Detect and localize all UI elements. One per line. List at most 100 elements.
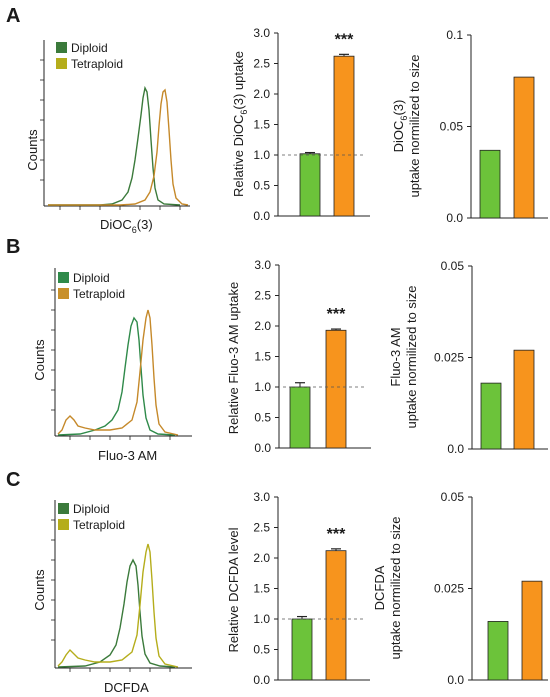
bar-tetraploid	[513, 76, 535, 219]
bar-diploid	[479, 149, 501, 219]
legend-tetraploid-swatch-c	[58, 519, 69, 530]
normalized-c-ylabel-line2: uptake normilized to size	[388, 516, 403, 659]
legend-diploid-label-a: Diploid	[71, 41, 108, 55]
panel-letter-c: C	[6, 469, 20, 491]
relative-b-tick-label: 0.0	[254, 441, 271, 455]
relative-a-bars: ***	[282, 31, 366, 217]
bar-tetraploid	[333, 55, 355, 217]
significance-marker: ***	[327, 526, 346, 543]
normalized-b-tick-label: 0.05	[441, 259, 465, 273]
relative-b-ylabel: Relative Fluo-3 AM uptake	[226, 282, 241, 434]
legend-tetraploid-label-c: Tetraploid	[73, 518, 125, 532]
normalized-a-tick-label: 0.0	[446, 211, 463, 225]
relative-a-tick-label: 2.0	[253, 87, 270, 101]
histogram-b-tetraploid-curve	[57, 309, 179, 436]
normalized-b-ylabel-line2: uptake normilized to size	[404, 285, 419, 428]
relative-b-tick-label: 0.5	[254, 411, 271, 425]
normalized-a-tick-label: 0.05	[440, 120, 464, 134]
relative-c-tick-label: 1.5	[253, 582, 270, 596]
bar-diploid	[289, 386, 311, 449]
legend-diploid-label-c: Diploid	[73, 502, 110, 516]
relative-chart-a: 3.0 2.5 2.0 1.5 1.0 0.5 0.0 Relative DiO…	[231, 26, 370, 223]
relative-a-tick-labels: 3.0 2.5 2.0 1.5 1.0 0.5 0.0	[253, 26, 270, 223]
normalized-c-bars	[487, 580, 543, 681]
relative-b-tick-label: 3.0	[254, 258, 271, 272]
normalized-a-ylabel-line1-sub: 6	[399, 116, 409, 121]
normalized-chart-b: 0.05 0.025 0.0 Fluo-3 AM uptake normiliz…	[388, 259, 548, 456]
relative-a-tick-label: 3.0	[253, 26, 270, 40]
normalized-a-ticks	[467, 34, 471, 219]
relative-c-bars: ***	[282, 526, 366, 681]
relative-c-tick-labels: 3.0 2.5 2.0 1.5 1.0 0.5 0.0	[253, 490, 270, 687]
normalized-c-tick-label: 0.0	[447, 673, 464, 687]
bar-tetraploid	[521, 580, 543, 681]
histogram-b-diploid-curve	[57, 316, 176, 436]
relative-a-ylabel-main: Relative DiOC	[231, 115, 246, 197]
panel-letter-a: A	[6, 5, 20, 27]
legend-diploid-swatch-b	[58, 272, 69, 283]
legend-tetraploid-swatch-a	[56, 58, 67, 69]
relative-c-tick-label: 3.0	[253, 490, 270, 504]
relative-b-tick-label: 2.5	[254, 289, 271, 303]
relative-c-ylabel: Relative DCFDA level	[226, 527, 241, 652]
relative-b-tick-label: 2.0	[254, 319, 271, 333]
legend-tetraploid-swatch-b	[58, 288, 69, 299]
relative-b-ticks	[275, 264, 279, 449]
histogram-c-ylabel: Counts	[32, 569, 47, 611]
bar-tetraploid	[325, 329, 347, 449]
bar-tetraploid	[513, 349, 535, 450]
normalized-a-ylabel-line1: DiOC6(3)	[391, 100, 409, 153]
normalized-chart-c: 0.05 0.025 0.0 DCFDA uptake normilized t…	[372, 490, 548, 687]
relative-a-tick-label: 0.5	[253, 179, 270, 193]
histogram-c-xlabel: DCFDA	[104, 680, 149, 695]
legend-tetraploid-label-a: Tetraploid	[71, 57, 123, 71]
normalized-chart-a: 0.1 0.05 0.0 DiOC6(3) uptake normilized …	[391, 28, 548, 225]
histogram-a-tetraploid-curve	[48, 88, 189, 206]
legend-diploid-swatch-a	[56, 42, 67, 53]
relative-chart-b: 3.0 2.5 2.0 1.5 1.0 0.5 0.0 Relative Flu…	[226, 258, 371, 455]
histogram-a-ylabel: Counts	[25, 129, 40, 171]
normalized-a-ylabel-line2: uptake normilized to size	[407, 54, 422, 197]
normalized-a-tick-label: 0.1	[446, 28, 463, 42]
histogram-b-ylabel: Counts	[32, 339, 47, 381]
significance-marker: ***	[327, 306, 346, 323]
relative-chart-c: 3.0 2.5 2.0 1.5 1.0 0.5 0.0 Relative DCF…	[226, 490, 370, 687]
bar-diploid	[299, 153, 321, 217]
histogram-c-diploid-curve	[57, 558, 176, 668]
relative-a-tick-label: 1.5	[253, 118, 270, 132]
relative-a-ticks	[274, 32, 278, 217]
histogram-c-x-minor-ticks	[69, 668, 171, 672]
normalized-b-ylabel-line1: Fluo-3 AM	[388, 327, 403, 386]
panel-c: C Diploid Tetraploid Counts DCFDA	[6, 469, 548, 695]
normalized-a-ylabel-line1-tail: (3)	[391, 100, 406, 116]
histogram-c-tetraploid-curve	[57, 543, 179, 668]
bar-diploid	[487, 621, 509, 681]
normalized-b-bars	[480, 349, 535, 450]
bar-diploid	[291, 618, 313, 681]
histogram-c: Diploid Tetraploid Counts DCFDA	[32, 500, 192, 695]
bar-tetraploid	[325, 550, 347, 681]
normalized-b-tick-label: 0.025	[434, 351, 464, 365]
histogram-b-y-minor-ticks	[51, 289, 55, 411]
histogram-a: Diploid Tetraploid Counts DiOC6(3)	[25, 40, 190, 235]
relative-b-tick-labels: 3.0 2.5 2.0 1.5 1.0 0.5 0.0	[254, 258, 271, 455]
panel-letter-b: B	[6, 236, 20, 258]
legend-diploid-swatch-c	[58, 503, 69, 514]
relative-c-tick-label: 0.5	[253, 643, 270, 657]
relative-c-tick-label: 1.0	[253, 612, 270, 626]
histogram-c-y-minor-ticks	[51, 519, 55, 641]
significance-marker: ***	[335, 31, 354, 48]
normalized-c-tick-label: 0.025	[434, 582, 464, 596]
relative-b-bars: ***	[283, 306, 367, 449]
normalized-a-ylabel-line1-main: DiOC	[391, 121, 406, 153]
bar-diploid	[480, 382, 502, 450]
relative-c-tick-label: 2.0	[253, 551, 270, 565]
normalized-c-tick-label: 0.05	[441, 490, 465, 504]
histogram-a-xlabel-sub: 6	[132, 225, 137, 235]
histogram-a-diploid-curve	[48, 85, 181, 206]
histogram-b-xlabel: Fluo-3 AM	[98, 448, 157, 463]
panel-a: A Diploid Tetraploid Co	[6, 5, 548, 235]
normalized-a-bars	[479, 76, 535, 219]
